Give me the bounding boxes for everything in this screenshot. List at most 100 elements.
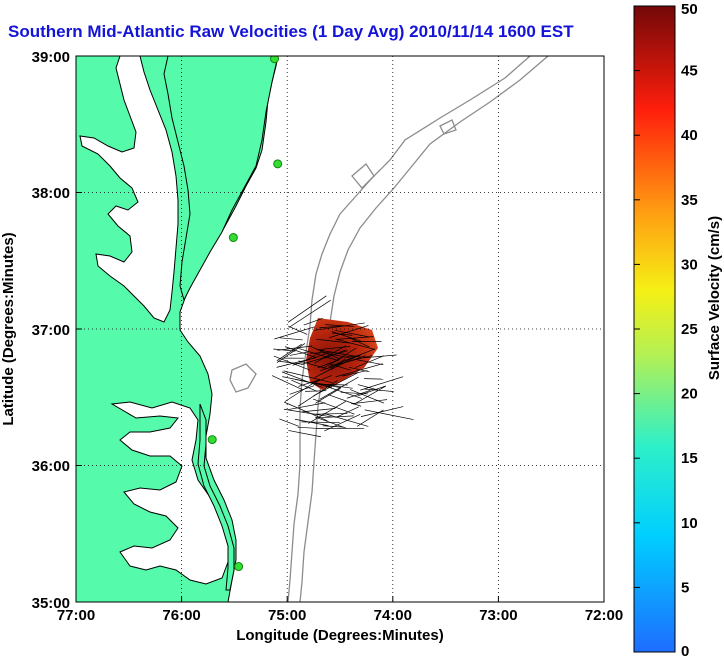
velocity-vector [330,363,351,371]
velocity-vector [318,346,351,350]
x-tick-label: 75:00 [268,607,306,624]
velocity-vector [329,325,369,339]
map-plot-area [76,56,604,602]
velocity-vector [334,348,376,366]
map-title: Southern Mid-Atlantic Raw Velocities (1 … [8,22,574,41]
velocity-vector [314,322,365,331]
velocity-vector [313,398,355,415]
velocity-vector [300,350,348,365]
outer-banks [197,403,235,591]
velocity-vector [287,295,327,323]
colorbar-tick-label: 35 [681,192,698,209]
colorbar-tick-label: 25 [681,321,698,338]
pamlico-sound [110,401,229,585]
colorbar [633,5,676,653]
velocity-vector [271,375,303,390]
velocity-vector [273,348,296,352]
velocity-vector [312,382,353,389]
colorbar-tick-label: 15 [681,450,698,467]
hfr-station-marker [234,562,244,572]
chesapeake-bay [79,56,179,323]
velocity-vector [294,418,329,426]
velocity-vector [360,406,404,417]
velocity-vector [319,376,359,400]
velocity-vector [364,409,414,420]
hfr-stations [207,56,283,572]
velocity-vector [324,413,361,432]
velocity-vector [316,338,351,344]
velocity-vector [274,326,315,340]
velocity-vector [273,355,311,371]
velocity-vector [353,385,387,405]
x-tick-label: 77:00 [57,607,95,624]
velocity-vector [313,372,359,397]
velocity-vector [348,366,370,373]
velocity-vector [298,360,327,369]
velocity-vector [363,354,397,359]
velocity-vector [346,389,371,399]
velocity-vector [341,355,361,358]
velocity-vector [335,330,370,338]
velocity-vector [331,331,363,342]
y-tick-labels: 39:00 38:00 37:00 36:00 35:00 [32,49,70,612]
x-tick-labels: 77:00 76:00 75:00 74:00 73:00 72:00 [57,607,623,624]
velocity-vector [283,408,332,418]
velocity-vector [314,413,348,415]
velocity-vector [276,343,302,361]
velocity-vector [350,389,385,404]
map-grid [76,56,604,602]
velocity-vector [303,318,323,326]
velocity-vector [301,408,336,413]
velocity-vector [335,363,383,378]
velocity-vector [357,385,387,397]
velocity-vector [288,325,308,335]
velocity-vector [325,384,348,386]
velocity-vector [322,357,343,369]
velocity-vector [314,375,332,383]
velocity-vector [330,353,362,370]
colorbar-ticks: 0 5 10 15 20 25 30 35 40 45 50 [634,1,698,659]
velocity-vector [331,332,353,336]
velocity-vector [355,355,385,368]
velocity-vector [335,338,375,350]
velocity-vector [301,421,340,424]
velocity-vector [281,371,323,388]
hfr-station-marker [270,56,280,64]
velocity-vector [328,394,362,407]
x-tick-label: 73:00 [479,607,517,624]
velocity-vector [297,347,339,362]
velocity-vector [323,352,353,359]
velocity-vector [279,418,299,427]
y-tick-label: 38:00 [32,185,70,202]
velocity-vector [315,387,341,404]
velocity-vector [289,385,315,395]
colorbar-tick-label: 5 [681,579,689,596]
hfr-station-marker [228,233,238,243]
y-axis-label: Latitude (Degrees:Minutes) [0,232,17,425]
velocity-vector [342,370,368,377]
hfr-station-marker [273,159,283,169]
velocity-vector [360,376,404,391]
velocity-vector [325,324,355,327]
colorbar-tick-label: 10 [681,515,698,532]
velocity-vector [291,379,318,392]
colorbar-tick-label: 20 [681,386,698,403]
velocity-vector [351,399,388,405]
colorbar-tick-label: 40 [681,127,698,144]
velocity-vector [279,337,303,341]
velocity-vector [335,406,359,418]
colorbar-tick-label: 0 [681,643,689,659]
velocity-vector [332,347,357,364]
velocity-vector [347,336,370,348]
velocity-vector [288,430,321,438]
velocity-vector [283,370,333,384]
velocity-vector [297,426,316,429]
velocity-vector [315,416,347,429]
hfr-station-marker [207,435,217,445]
colorbar-tick-label: 50 [681,1,698,18]
velocity-vector [288,299,331,328]
colorbar-tick-label: 45 [681,63,698,80]
axis-ticks [76,192,499,602]
velocity-vector [364,378,384,380]
